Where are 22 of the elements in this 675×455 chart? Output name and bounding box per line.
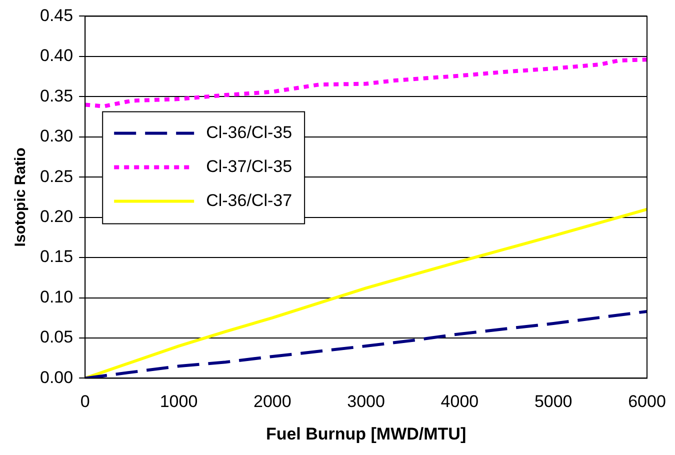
y-tick-label: 0.10: [40, 287, 74, 306]
y-tick-label: 0.45: [40, 6, 74, 25]
x-tick-label: 5000: [534, 392, 572, 412]
legend-label: Cl-36/Cl-37: [206, 190, 292, 210]
x-tick-label: 4000: [440, 392, 479, 412]
y-tick-label: 0.20: [40, 207, 74, 226]
x-tick-label: 3000: [347, 392, 385, 412]
x-axis-title: Fuel Burnup [MWD/MTU]: [266, 424, 466, 444]
y-tick-label: 0.00: [40, 368, 74, 387]
y-tick-label: 0.05: [40, 328, 74, 347]
legend-label: Cl-37/Cl-35: [206, 156, 292, 176]
x-tick-label: 6000: [628, 392, 666, 412]
y-tick-label: 0.25: [40, 166, 74, 186]
x-tick-label: 0: [80, 392, 90, 412]
y-tick-label: 0.40: [40, 46, 74, 66]
y-tick-label: 0.15: [40, 247, 74, 266]
y-axis-title: Isotopic Ratio: [12, 148, 30, 247]
x-tick-label: 1000: [160, 392, 198, 412]
y-tick-label: 0.30: [40, 126, 74, 146]
x-tick-label: 2000: [253, 392, 292, 412]
y-tick-label: 0.35: [40, 86, 74, 106]
legend-label: Cl-36/Cl-35: [206, 122, 292, 142]
